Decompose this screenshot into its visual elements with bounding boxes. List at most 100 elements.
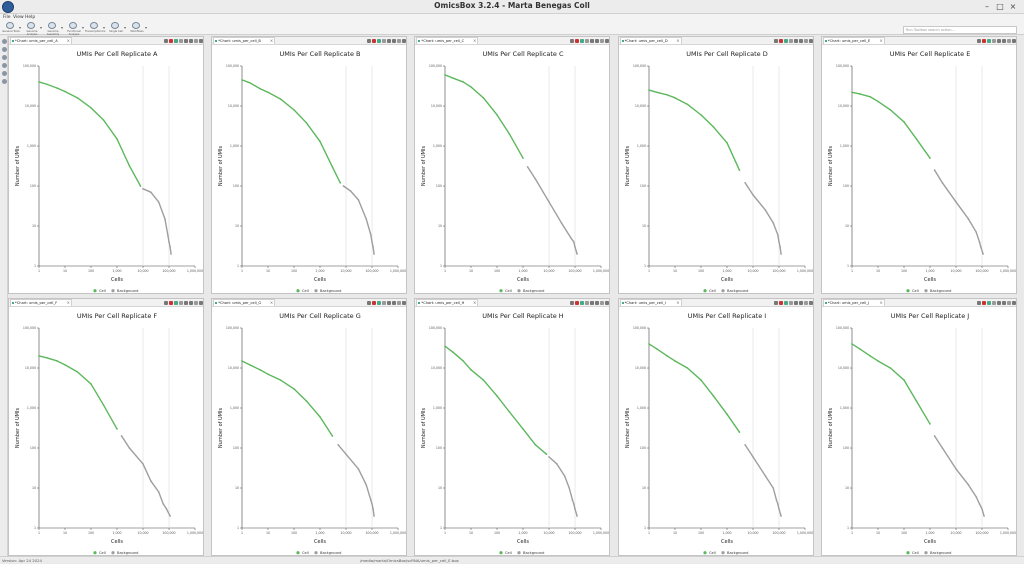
minimize-panel-icon[interactable] xyxy=(397,39,402,43)
close-tab-icon[interactable]: × xyxy=(66,38,70,43)
menu-view[interactable]: View xyxy=(13,15,24,20)
info-icon[interactable] xyxy=(2,79,7,84)
close-window-icon[interactable]: × xyxy=(1009,2,1017,11)
copy-icon[interactable] xyxy=(788,301,793,305)
general-tools-button[interactable]: General Tools xyxy=(1,22,21,34)
minimize-panel-icon[interactable] xyxy=(1006,301,1011,305)
pdf-icon[interactable] xyxy=(981,39,986,43)
zoom-icon[interactable] xyxy=(590,301,595,305)
copy-icon[interactable] xyxy=(991,301,996,305)
minimize-panel-icon[interactable] xyxy=(194,301,198,305)
settings-icon[interactable] xyxy=(392,39,397,43)
close-tab-icon[interactable]: × xyxy=(66,300,70,305)
image-icon[interactable] xyxy=(174,301,178,305)
close-tab-icon[interactable]: × xyxy=(473,300,477,305)
copy-icon[interactable] xyxy=(382,39,387,43)
data-icon[interactable] xyxy=(2,47,7,52)
zoom-icon[interactable] xyxy=(793,301,798,305)
pdf-icon[interactable] xyxy=(372,301,377,305)
copy-icon[interactable] xyxy=(991,39,996,43)
maximize-panel-icon[interactable] xyxy=(808,301,813,305)
pdf-icon[interactable] xyxy=(169,39,173,43)
minimize-panel-icon[interactable] xyxy=(600,301,605,305)
zoom-icon[interactable] xyxy=(184,301,188,305)
chart-tab[interactable]: *Chart: umis_per_cell_D × xyxy=(619,37,682,44)
minimize-panel-icon[interactable] xyxy=(803,301,808,305)
chart-tab[interactable]: *Chart: umis_per_cell_F × xyxy=(10,299,72,306)
image-icon[interactable] xyxy=(580,39,585,43)
export-icon[interactable] xyxy=(570,39,575,43)
export-icon[interactable] xyxy=(976,39,981,43)
pdf-icon[interactable] xyxy=(575,39,580,43)
settings-icon[interactable] xyxy=(2,71,7,76)
copy-icon[interactable] xyxy=(585,301,590,305)
settings-icon[interactable] xyxy=(189,301,193,305)
close-tab-icon[interactable]: × xyxy=(269,300,274,305)
genome-analysis-button[interactable]: Genome Analysis xyxy=(22,22,42,36)
image-icon[interactable] xyxy=(174,39,178,43)
zoom-icon[interactable] xyxy=(387,301,392,305)
zoom-icon[interactable] xyxy=(184,39,188,43)
copy-icon[interactable] xyxy=(179,301,183,305)
settings-icon[interactable] xyxy=(595,301,600,305)
export-icon[interactable] xyxy=(164,39,168,43)
image-icon[interactable] xyxy=(377,301,382,305)
chevron-down-icon[interactable]: ▾ xyxy=(145,25,148,30)
maximize-panel-icon[interactable] xyxy=(199,301,203,305)
functional-analysis-button[interactable]: Functional Analysis xyxy=(64,22,84,36)
chevron-down-icon[interactable]: ▾ xyxy=(61,25,64,30)
chart-tab[interactable]: *Chart: umis_per_cell_I × xyxy=(619,299,682,306)
search-input[interactable]: Run Toolbox search action... xyxy=(903,26,1017,34)
maximize-panel-icon[interactable] xyxy=(402,301,407,305)
settings-icon[interactable] xyxy=(798,39,803,43)
export-icon[interactable] xyxy=(773,301,778,305)
genome-assembly-button[interactable]: Genome Assembly xyxy=(43,22,63,36)
export-icon[interactable] xyxy=(773,39,778,43)
maximize-panel-icon[interactable] xyxy=(605,301,610,305)
image-icon[interactable] xyxy=(783,301,788,305)
minimize-panel-icon[interactable] xyxy=(1006,39,1011,43)
minimize-panel-icon[interactable] xyxy=(803,39,808,43)
minimize-panel-icon[interactable] xyxy=(397,301,402,305)
maximize-icon[interactable]: □ xyxy=(996,2,1004,11)
minimize-panel-icon[interactable] xyxy=(600,39,605,43)
close-tab-icon[interactable]: × xyxy=(269,38,274,43)
image-icon[interactable] xyxy=(783,39,788,43)
chart-tab[interactable]: *Chart: umis_per_cell_C × xyxy=(416,37,479,44)
chevron-down-icon[interactable]: ▾ xyxy=(40,25,43,30)
export-icon[interactable] xyxy=(570,301,575,305)
chevron-down-icon[interactable]: ▾ xyxy=(103,25,106,30)
settings-icon[interactable] xyxy=(392,301,397,305)
export-icon[interactable] xyxy=(976,301,981,305)
pdf-icon[interactable] xyxy=(169,301,173,305)
close-tab-icon[interactable]: × xyxy=(879,300,883,305)
image-icon[interactable] xyxy=(986,39,991,43)
settings-icon[interactable] xyxy=(1001,39,1006,43)
close-tab-icon[interactable]: × xyxy=(676,38,680,43)
settings-icon[interactable] xyxy=(1001,301,1006,305)
pdf-icon[interactable] xyxy=(575,301,580,305)
copy-icon[interactable] xyxy=(788,39,793,43)
pdf-icon[interactable] xyxy=(372,39,377,43)
close-tab-icon[interactable]: × xyxy=(879,38,883,43)
settings-icon[interactable] xyxy=(595,39,600,43)
settings-icon[interactable] xyxy=(189,39,193,43)
image-icon[interactable] xyxy=(986,301,991,305)
maximize-panel-icon[interactable] xyxy=(199,39,203,43)
pdf-icon[interactable] xyxy=(778,39,783,43)
chevron-down-icon[interactable]: ▾ xyxy=(82,25,85,30)
history-icon[interactable] xyxy=(2,63,7,68)
zoom-icon[interactable] xyxy=(590,39,595,43)
transcriptomics-button[interactable]: Transcriptomics xyxy=(85,22,105,34)
copy-icon[interactable] xyxy=(585,39,590,43)
zoom-icon[interactable] xyxy=(996,39,1001,43)
minimize-panel-icon[interactable] xyxy=(194,39,198,43)
minimize-icon[interactable]: – xyxy=(985,2,989,11)
chart-tab[interactable]: *Chart: umis_per_cell_E × xyxy=(822,37,885,44)
pdf-icon[interactable] xyxy=(981,301,986,305)
menu-file[interactable]: File xyxy=(3,15,11,20)
chevron-down-icon[interactable]: ▾ xyxy=(124,25,127,30)
zoom-icon[interactable] xyxy=(996,301,1001,305)
copy-icon[interactable] xyxy=(179,39,183,43)
close-tab-icon[interactable]: × xyxy=(473,38,477,43)
